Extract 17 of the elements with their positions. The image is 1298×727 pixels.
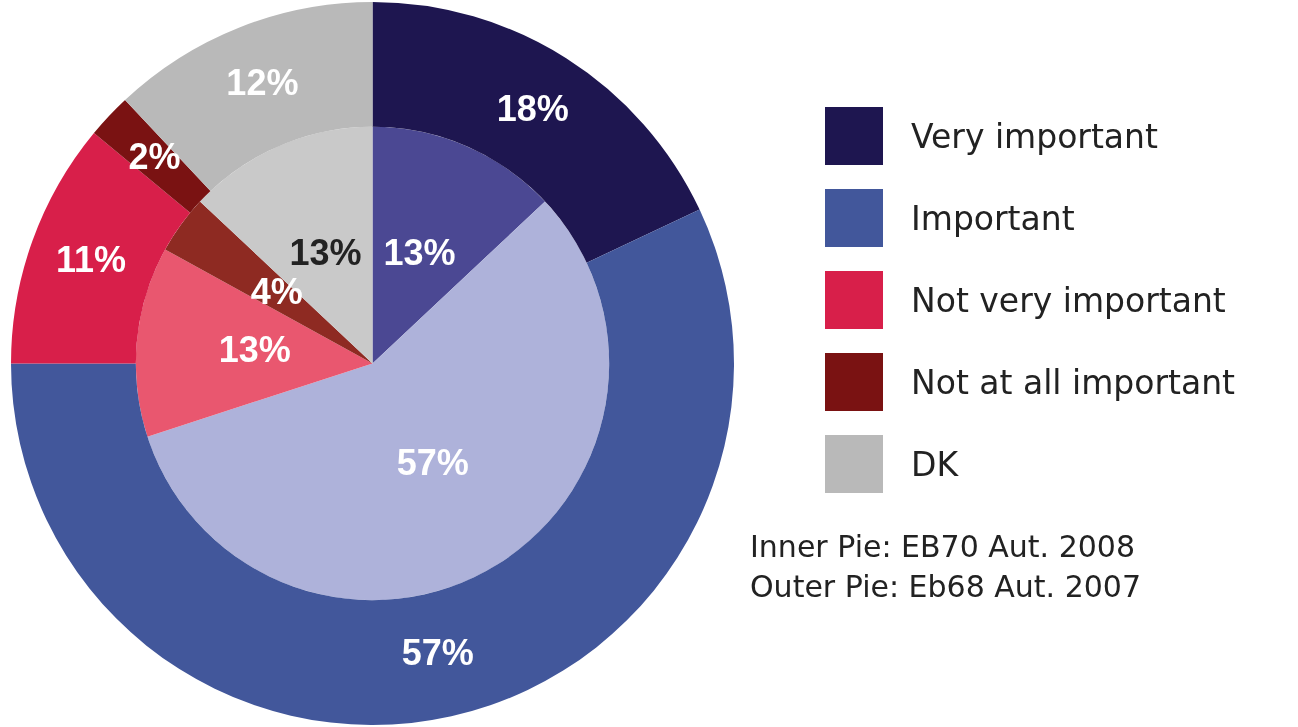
data-label: 11%: [56, 239, 127, 281]
legend-label: DK: [911, 444, 959, 484]
data-label: 12%: [226, 62, 299, 104]
data-label: 18%: [496, 87, 569, 129]
data-label: 2%: [128, 135, 181, 177]
text: Outer Pie: Eb68 Aut. 2007: [750, 568, 1142, 606]
legend-label: Important: [911, 198, 1075, 238]
data-label: 13%: [289, 231, 362, 273]
data-label: 4%: [250, 270, 303, 312]
legend-label: Not at all important: [911, 362, 1236, 402]
data-label: 13%: [383, 231, 456, 273]
data-label: 57%: [396, 442, 469, 484]
legend-label: Very important: [911, 116, 1158, 156]
data-label: 57%: [401, 632, 474, 674]
legend-label: Not very important: [911, 280, 1226, 320]
data-label: 13%: [218, 329, 291, 371]
text: Inner Pie: EB70 Aut. 2008: [750, 528, 1137, 566]
